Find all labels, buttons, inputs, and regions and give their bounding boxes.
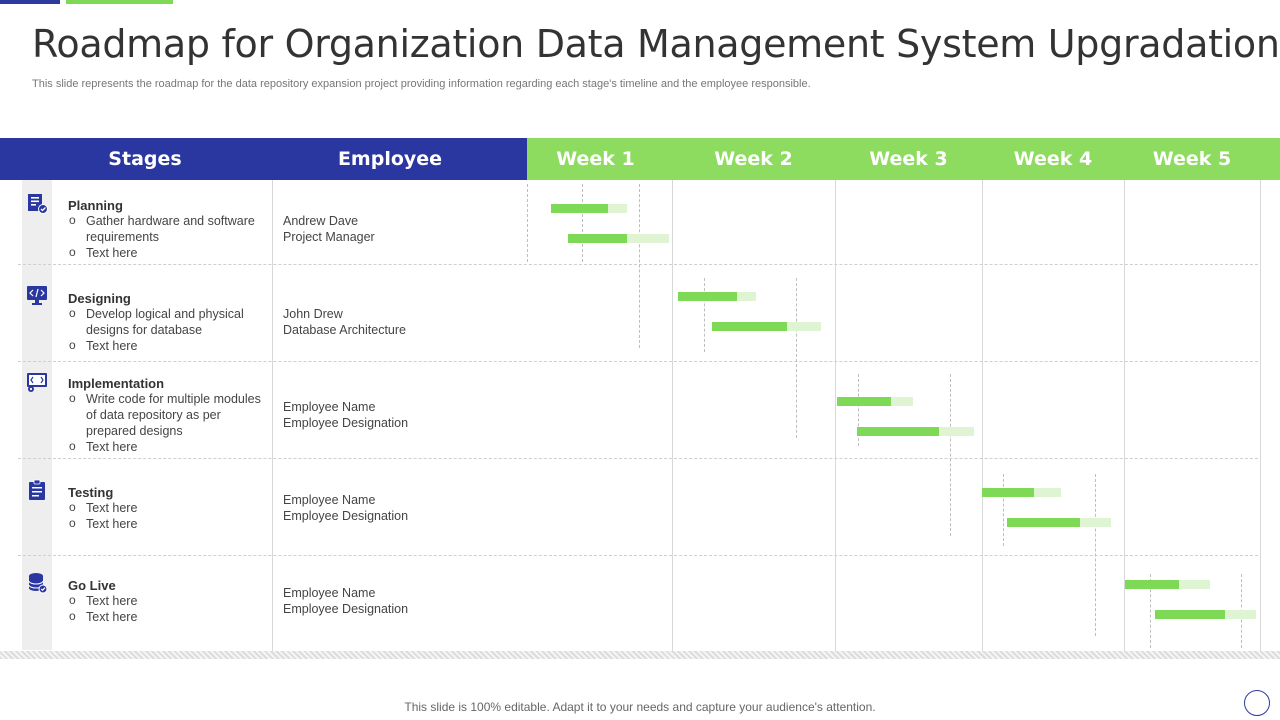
header-week-1: Week 1 — [556, 148, 635, 170]
gantt-bar-done — [1125, 580, 1179, 589]
code-settings-icon — [27, 373, 47, 392]
gantt-bar-done — [1007, 518, 1080, 527]
stage-bullets: Text here Text here — [68, 499, 268, 532]
icon-column-strip — [22, 180, 52, 650]
row-divider — [18, 361, 1258, 362]
employee-name: Employee Name — [283, 493, 376, 507]
list-item: Text here — [68, 592, 268, 609]
header-green-band — [527, 138, 1280, 180]
column-divider — [835, 180, 836, 651]
employee-name: Employee Name — [283, 586, 376, 600]
column-divider — [1260, 180, 1261, 651]
timeline-guide — [1150, 574, 1151, 648]
hatched-divider — [0, 651, 1280, 659]
header-employee: Employee Responsible — [325, 148, 455, 212]
header-week-4: Week 4 — [1013, 148, 1093, 170]
timeline-guide — [527, 184, 528, 262]
gantt-bar-done — [568, 234, 627, 243]
row-divider — [18, 458, 1258, 459]
gantt-bar-done — [712, 322, 787, 331]
list-item: Text here — [68, 515, 268, 532]
header-week-2: Week 2 — [714, 148, 793, 170]
accent-bar-green — [66, 0, 173, 4]
list-item: Text here — [68, 244, 268, 261]
list-item: Text here — [68, 337, 268, 354]
monitor-design-icon — [27, 286, 47, 305]
timeline-guide — [1003, 474, 1004, 546]
document-check-icon — [28, 194, 48, 214]
employee-name: Employee Name — [283, 400, 376, 414]
timeline-guide — [858, 374, 859, 446]
employee-role: Employee Designation — [283, 509, 409, 523]
header-stages: Stages — [108, 148, 182, 170]
gantt-bar-done — [551, 204, 608, 213]
employee-role: Employee Designation — [283, 602, 409, 616]
stage-bullets: Write code for multiple modules of data … — [68, 390, 268, 455]
stage-name: Planning — [68, 198, 123, 213]
list-item: Gather hardware and software requirement… — [68, 212, 268, 245]
stage-bullets: Develop logical and physical designs for… — [68, 305, 268, 354]
column-divider — [272, 180, 273, 651]
gantt-bar-done — [678, 292, 737, 301]
list-item: Text here — [68, 438, 268, 455]
column-divider — [672, 180, 673, 651]
stage-name: Implementation — [68, 376, 165, 391]
table-header: Stages Employee Responsible Week 1 Week … — [0, 138, 1280, 212]
row-divider — [18, 555, 1258, 556]
clipboard-list-icon — [29, 479, 45, 500]
timeline-guide — [582, 184, 583, 262]
gantt-bar-done — [857, 427, 939, 436]
employee-role: Employee Designation — [283, 416, 409, 430]
row-divider — [18, 264, 1258, 265]
header-blue-band — [0, 138, 527, 180]
header-week-5: Week 5 — [1152, 148, 1232, 170]
database-check-icon — [28, 573, 48, 594]
gantt-bar-done — [1155, 610, 1225, 619]
timeline-guide — [704, 278, 705, 352]
list-item: Text here — [68, 608, 268, 625]
column-divider — [982, 180, 983, 651]
timeline-guide — [1095, 474, 1096, 636]
employee-name: John Drew — [283, 307, 343, 321]
page-title: Roadmap for Organization Data Management… — [32, 22, 1280, 66]
gantt-bar-done — [982, 488, 1034, 497]
gantt-bar-done — [837, 397, 891, 406]
list-item: Text here — [68, 499, 268, 516]
circle-icon — [1244, 690, 1270, 716]
employee-name: Andrew Dave — [283, 214, 359, 228]
footer-note: This slide is 100% editable. Adapt it to… — [404, 700, 876, 714]
employee-role: Database Architecture — [283, 323, 406, 337]
stage-name: Designing — [68, 291, 131, 306]
stage-name: Testing — [68, 485, 114, 500]
header-week-3: Week 3 — [869, 148, 948, 170]
page-subtitle: This slide represents the roadmap for th… — [32, 78, 811, 90]
timeline-guide — [639, 184, 640, 348]
accent-bar-blue — [0, 0, 60, 4]
stage-name: Go Live — [68, 578, 116, 593]
stage-bullets: Gather hardware and software requirement… — [68, 212, 268, 261]
list-item: Write code for multiple modules of data … — [68, 390, 268, 439]
timeline-guide — [950, 374, 951, 536]
stage-bullets: Text here Text here — [68, 592, 268, 625]
employee-role: Project Manager — [283, 230, 375, 244]
column-divider — [1124, 180, 1125, 651]
timeline-guide — [796, 278, 797, 438]
list-item: Develop logical and physical designs for… — [68, 305, 268, 338]
